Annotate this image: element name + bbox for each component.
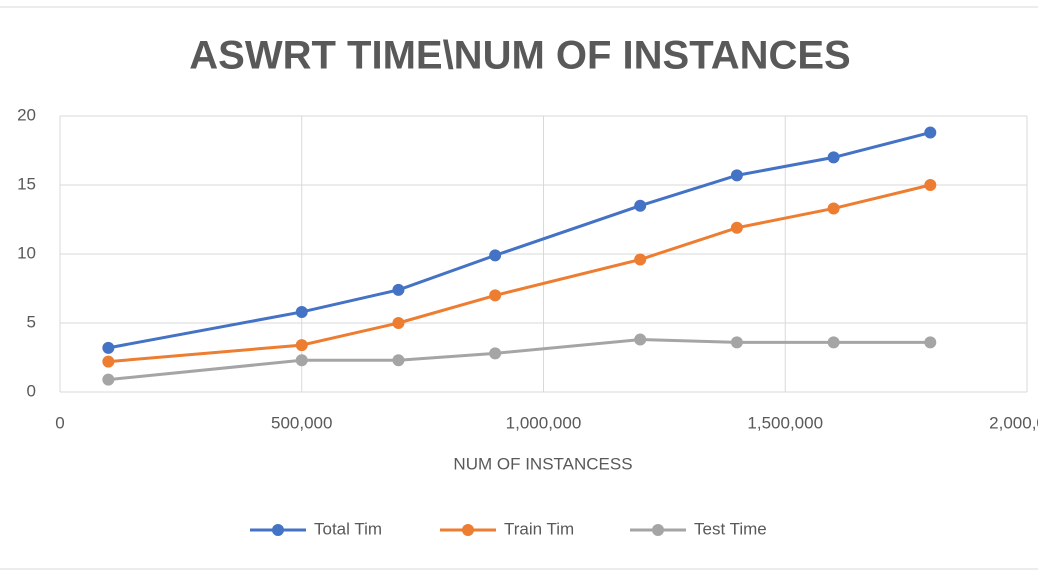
y-tick-label: 0 xyxy=(27,381,36,400)
data-point xyxy=(924,126,937,139)
series-line xyxy=(108,131,931,350)
data-point xyxy=(827,202,840,215)
data-point xyxy=(102,341,115,354)
data-point xyxy=(634,253,647,266)
legend-marker xyxy=(652,524,664,536)
data-point xyxy=(489,347,502,360)
data-point xyxy=(392,317,405,329)
data-point xyxy=(730,336,743,349)
data-point xyxy=(392,283,405,296)
data-point xyxy=(924,336,937,349)
x-tick-label: 500,000 xyxy=(271,413,332,432)
data-point xyxy=(295,354,308,367)
x-axis-label: NUM OF INSTANCESS xyxy=(453,454,632,473)
chart-title: ASWRT TIME\NUM OF INSTANCES xyxy=(189,34,850,78)
data-point xyxy=(730,169,743,182)
data-point xyxy=(634,199,647,212)
y-tick-label: 10 xyxy=(17,243,36,262)
data-point xyxy=(295,339,308,352)
legend-label: Test Time xyxy=(694,519,767,538)
x-tick-label: 1,000,000 xyxy=(506,413,582,432)
data-point xyxy=(489,289,502,302)
legend-marker xyxy=(462,524,474,536)
data-point xyxy=(489,249,502,262)
x-tick-label: 0 xyxy=(55,413,64,432)
data-point xyxy=(634,333,647,346)
legend-label: Train Tim xyxy=(504,519,574,538)
y-tick-label: 5 xyxy=(27,312,36,331)
y-tick-label: 20 xyxy=(17,105,36,124)
x-tick-label: 2,000,000 xyxy=(989,413,1038,432)
data-point xyxy=(924,179,937,191)
data-point xyxy=(295,305,308,318)
data-point xyxy=(827,336,840,349)
data-point xyxy=(102,373,115,386)
series-line xyxy=(108,338,931,382)
x-tick-label: 1,500,000 xyxy=(747,413,823,432)
series-line xyxy=(108,183,931,364)
data-point xyxy=(827,151,840,164)
legend-marker xyxy=(272,524,284,536)
data-point xyxy=(392,354,405,367)
legend-label: Total Tim xyxy=(314,519,382,538)
y-tick-label: 15 xyxy=(17,174,36,193)
data-point xyxy=(102,355,115,368)
data-point xyxy=(730,221,743,234)
